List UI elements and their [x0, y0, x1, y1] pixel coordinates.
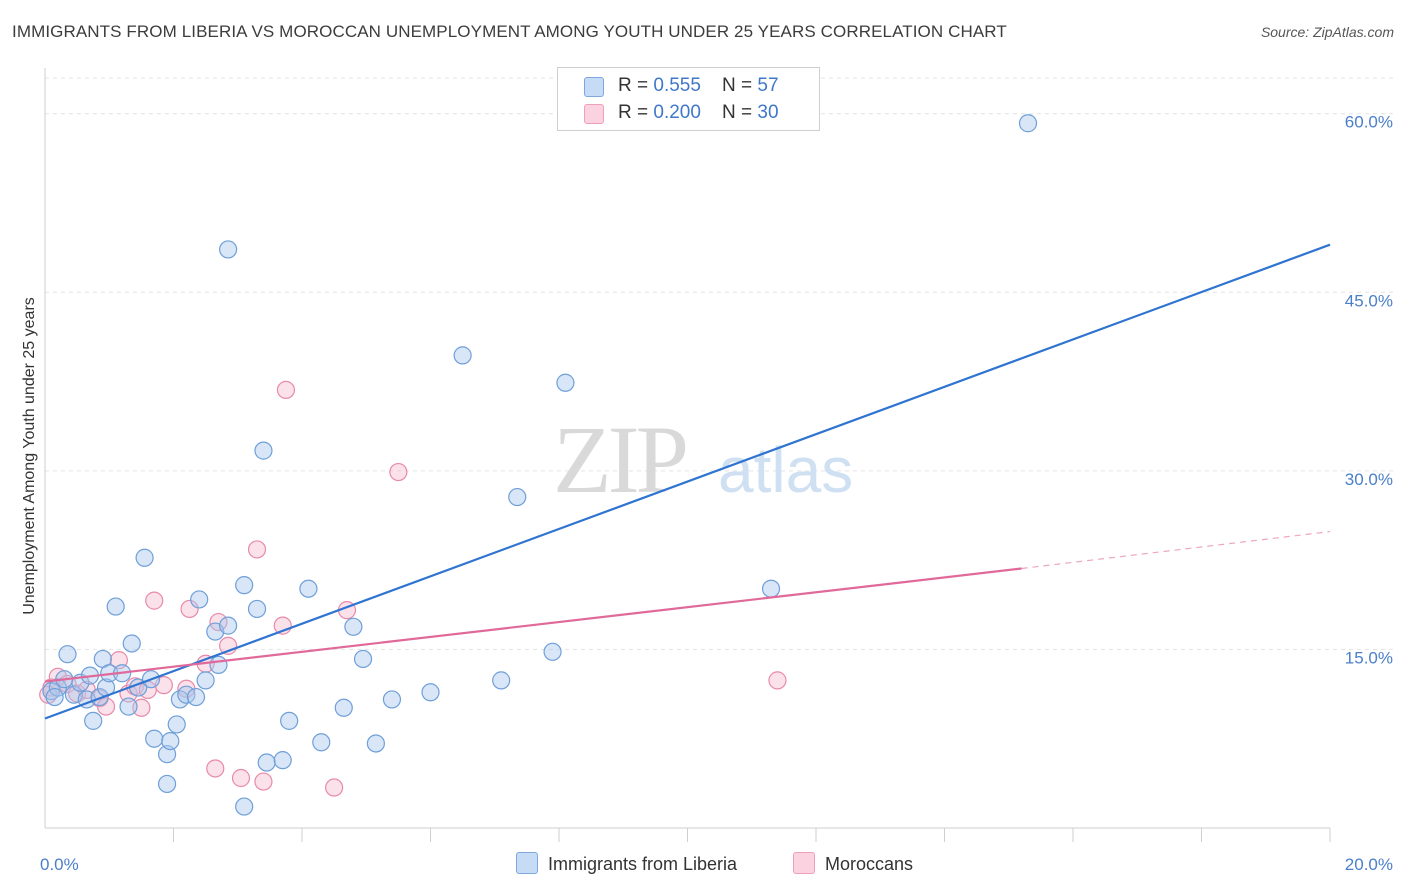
data-point [219, 616, 238, 635]
data-point [768, 671, 787, 690]
data-point [353, 649, 373, 669]
data-point [761, 579, 781, 598]
data-point [161, 731, 180, 751]
watermark-zip: ZIP [553, 406, 686, 513]
data-point [209, 612, 228, 632]
data-point [132, 698, 151, 717]
data-point [312, 733, 331, 752]
bottom-legend-label-moroccans: Moroccans [825, 854, 914, 874]
trendline-liberia [44, 243, 1331, 720]
data-point [119, 697, 138, 716]
legend: R = 0.555 N = 57 R = 0.200 N = 30 [557, 67, 820, 131]
legend-n-value: 57 [757, 75, 779, 96]
data-point [145, 591, 164, 610]
data-point [157, 774, 177, 794]
y-tick-label: 60.0% [1345, 113, 1393, 132]
data-point [382, 690, 402, 709]
trendline-moroccans-extension [1021, 530, 1331, 570]
data-point [453, 346, 472, 365]
data-point [45, 687, 64, 707]
data-point [1018, 114, 1038, 133]
data-point [167, 715, 186, 734]
bottom-legend-swatch-liberia [516, 852, 538, 874]
data-point [96, 697, 116, 716]
chart-title: IMMIGRANTS FROM LIBERIA VS MOROCCAN UNEM… [12, 22, 1007, 41]
data-point [231, 768, 251, 788]
data-point [299, 579, 318, 598]
y-tick-label: 15.0% [1345, 648, 1393, 667]
legend-r-value: 0.200 [653, 102, 701, 123]
data-point [209, 655, 228, 675]
data-point [325, 778, 344, 797]
data-point [254, 772, 273, 791]
data-point [219, 240, 238, 259]
data-point [556, 373, 575, 392]
source-label: Source: ZipAtlas.com [1260, 24, 1394, 40]
axes [44, 68, 1331, 842]
data-point [334, 698, 353, 717]
x-tick-label: 20.0% [1345, 855, 1393, 874]
grid-lines [45, 77, 1395, 650]
data-point [58, 645, 77, 664]
legend-r-label: R = [618, 75, 654, 96]
trendlines [44, 243, 1331, 720]
data-point [492, 671, 511, 690]
legend-n-value: 30 [757, 102, 779, 123]
bottom-legend-swatch-moroccans [793, 852, 815, 874]
data-point [196, 671, 215, 690]
data-point [206, 759, 225, 778]
bottom-legend-label-liberia: Immigrants from Liberia [548, 854, 738, 874]
watermark: ZIP atlas [553, 406, 853, 513]
legend-r-label: R = [618, 102, 654, 123]
trendline-moroccans [44, 567, 1022, 683]
y-tick-label: 45.0% [1345, 291, 1393, 310]
x-tick-label: 0.0% [40, 855, 79, 874]
y-axis-label: Unemployment Among Youth under 25 years [21, 297, 38, 615]
bottom-legend-moroccans: Moroccans [793, 852, 913, 876]
data-point [90, 687, 109, 707]
data-point [508, 487, 527, 507]
data-point [421, 683, 440, 702]
data-point [254, 441, 273, 460]
data-point [247, 599, 267, 619]
data-point [276, 380, 296, 400]
data-point [122, 634, 141, 653]
legend-swatch-moroccans [584, 104, 604, 124]
data-point [366, 734, 385, 753]
legend-n-label: N = [722, 102, 758, 123]
legend-r-value: 0.555 [653, 75, 701, 96]
data-point [186, 687, 206, 707]
data-point [84, 711, 103, 730]
data-point [389, 462, 408, 482]
data-point [135, 548, 154, 567]
data-point [190, 590, 209, 609]
data-point [106, 597, 125, 616]
data-point [247, 540, 267, 559]
data-point [145, 729, 164, 748]
y-tick-label: 30.0% [1345, 470, 1393, 489]
legend-n-label: N = [722, 75, 758, 96]
data-point [235, 797, 254, 816]
data-point [344, 617, 363, 636]
data-point [235, 576, 254, 595]
tick-labels: 15.0% 30.0% 45.0% 60.0% 0.0% 20.0% [40, 113, 1393, 874]
data-point [280, 711, 299, 730]
data-point [180, 599, 199, 619]
series-liberia [42, 114, 1038, 816]
data-point [273, 751, 292, 770]
legend-swatch-liberia [584, 77, 604, 97]
data-point [543, 642, 562, 661]
data-point [257, 753, 276, 772]
bottom-legend-liberia: Immigrants from Liberia [516, 852, 737, 876]
